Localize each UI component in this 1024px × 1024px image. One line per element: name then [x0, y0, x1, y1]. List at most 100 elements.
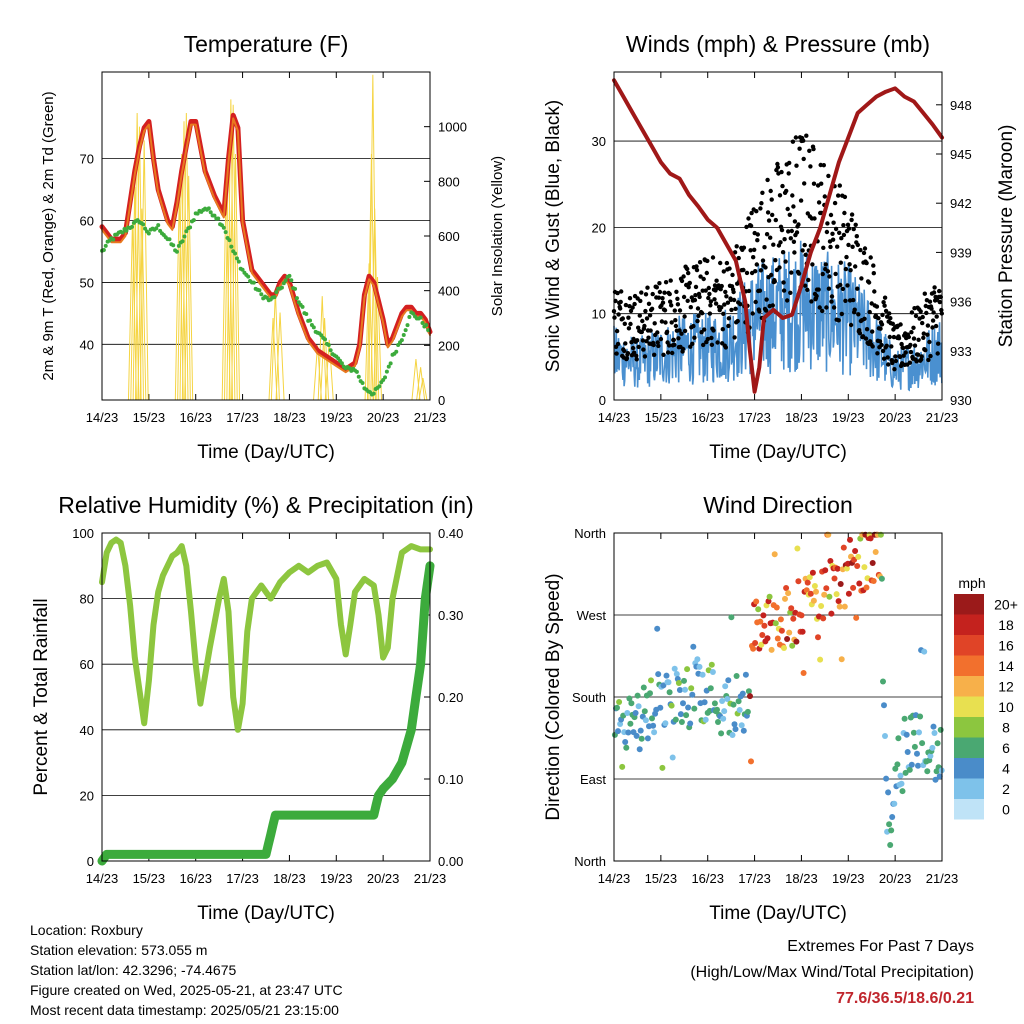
direction-point: [781, 645, 787, 651]
direction-point: [919, 740, 926, 747]
gust-point: [912, 343, 918, 348]
direction-point: [878, 575, 885, 582]
x-tick-label: 18/23: [273, 410, 306, 425]
gust-point: [681, 294, 687, 300]
gust-point: [765, 177, 770, 183]
direction-point: [675, 680, 682, 686]
legend-swatch: [954, 614, 984, 635]
direction-point: [753, 598, 760, 605]
direction-point: [616, 699, 623, 705]
x-tick-label: 21/23: [926, 871, 959, 886]
gust-point: [802, 242, 807, 248]
gust-point: [798, 198, 804, 203]
gust-point: [642, 354, 648, 359]
gust-point: [838, 260, 843, 265]
dewpoint-point: [182, 234, 187, 239]
gust-point: [634, 353, 639, 358]
gust-point: [692, 297, 698, 303]
gust-point: [754, 262, 759, 267]
gust-point: [649, 306, 655, 311]
gust-point: [930, 318, 936, 323]
direction-point: [931, 730, 938, 736]
direction-point: [815, 634, 821, 641]
direction-title: Wind Direction: [703, 492, 853, 518]
gust-point: [862, 316, 867, 321]
temperature-xlabel: Time (Day/UTC): [197, 442, 335, 463]
y-tick-label: 30: [592, 134, 606, 149]
y-tick-right-label: 933: [950, 344, 972, 359]
dewpoint-point: [236, 259, 241, 264]
legend-label: 14: [998, 658, 1014, 674]
y-tick-label: 20: [80, 788, 94, 803]
gust-point: [892, 367, 897, 372]
direction-point: [835, 598, 842, 605]
direction-point: [660, 682, 667, 689]
gust-point: [682, 314, 687, 319]
dewpoint-point: [407, 314, 412, 319]
gust-point: [721, 311, 726, 316]
legend-label: 12: [998, 678, 1014, 694]
gust-point: [760, 190, 765, 195]
gust-point: [868, 255, 873, 260]
dewpoint-point: [154, 226, 159, 231]
direction-point: [715, 719, 721, 725]
gust-point: [887, 311, 892, 316]
gust-point: [688, 305, 693, 310]
gust-point: [841, 232, 847, 238]
gust-point: [924, 310, 929, 316]
direction-point: [785, 590, 792, 597]
gust-point: [859, 276, 864, 281]
gust-point: [825, 269, 831, 274]
gust-point: [816, 200, 822, 205]
gust-point: [706, 285, 711, 291]
gust-point: [620, 316, 625, 321]
gust-point: [844, 254, 849, 260]
direction-point: [619, 763, 626, 770]
gust-point: [849, 217, 854, 223]
direction-point: [699, 671, 706, 678]
direction-point: [934, 740, 941, 747]
gust-point: [680, 346, 686, 352]
humidity-line: [99, 536, 433, 733]
direction-point: [641, 708, 648, 715]
direction-point: [724, 696, 731, 702]
direction-point: [615, 728, 621, 735]
dewpoint-point: [120, 230, 125, 235]
direction-point: [784, 636, 791, 642]
direction-point: [669, 754, 676, 761]
dewpoint-point: [279, 285, 284, 290]
direction-point: [635, 703, 642, 710]
direction-point: [817, 656, 824, 663]
dewpoint-point: [101, 247, 106, 252]
direction-point: [898, 780, 905, 787]
direction-point: [683, 712, 690, 719]
direction-point: [916, 729, 922, 736]
gust-point: [785, 206, 790, 212]
gust-point: [870, 329, 875, 334]
dewpoint-point: [174, 249, 179, 254]
direction-point: [828, 610, 835, 617]
x-tick-label: 18/23: [273, 871, 306, 886]
gust-point: [643, 292, 649, 297]
gust-point: [727, 266, 732, 271]
direction-point: [833, 591, 840, 598]
gust-point: [697, 294, 702, 300]
legend-swatch: [954, 737, 984, 758]
gust-point: [764, 232, 770, 237]
gust-point: [783, 259, 788, 264]
direction-point: [807, 590, 814, 597]
gust-point: [765, 210, 771, 215]
direction-point: [677, 711, 684, 718]
gust-point: [822, 194, 827, 199]
gust-point: [848, 268, 853, 273]
y-tick-label: 20: [592, 220, 606, 235]
gust-point: [619, 289, 624, 294]
gust-point: [736, 255, 741, 261]
gust-point: [724, 260, 730, 266]
x-tick-label: 20/23: [367, 410, 400, 425]
direction-point: [795, 578, 802, 585]
gust-point: [918, 309, 923, 314]
gust-point: [833, 226, 839, 232]
dewpoint-point: [383, 375, 388, 380]
solar-spike: [181, 112, 191, 401]
